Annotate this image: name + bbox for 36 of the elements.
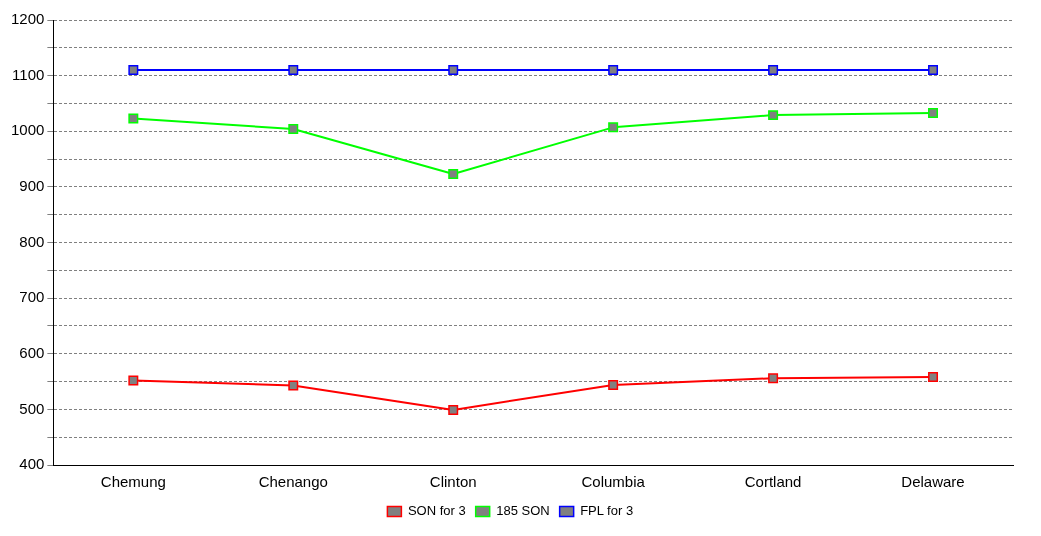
point xyxy=(608,379,619,390)
y-tick-label: 800 xyxy=(19,232,45,250)
point xyxy=(448,65,459,76)
x-tick-label: Chenango xyxy=(258,473,328,491)
point xyxy=(768,373,779,384)
y-tick-label: 700 xyxy=(19,288,45,306)
legend-label: SON for 3 xyxy=(407,503,466,519)
y-tick-label: 500 xyxy=(19,399,45,417)
y-tick-label: 1200 xyxy=(10,10,45,28)
point xyxy=(128,65,139,76)
x-tick-label: Delaware xyxy=(901,473,965,491)
point xyxy=(768,65,779,76)
point xyxy=(128,375,139,386)
point xyxy=(928,372,939,383)
point xyxy=(128,113,139,124)
x-tick-label: Columbia xyxy=(581,473,646,491)
point xyxy=(928,65,939,76)
point xyxy=(928,107,939,118)
legend-label: FPL for 3 xyxy=(580,503,634,519)
y-tick-label: 600 xyxy=(19,343,45,361)
legend-label: 185 SON xyxy=(496,503,550,519)
point xyxy=(448,169,459,180)
point xyxy=(608,65,619,76)
y-tick-label: 1100 xyxy=(12,65,45,83)
point xyxy=(448,404,459,415)
point xyxy=(288,65,299,76)
x-tick-label: Chemung xyxy=(100,473,166,491)
point xyxy=(768,110,779,121)
point xyxy=(288,380,299,391)
x-tick-label: Clinton xyxy=(429,473,477,491)
point xyxy=(288,124,299,135)
y-tick-label: 900 xyxy=(19,177,45,195)
x-tick-label: Cortland xyxy=(744,473,802,491)
y-tick-label: 1000 xyxy=(10,121,45,139)
point xyxy=(608,122,619,133)
y-tick-label: 400 xyxy=(19,455,45,473)
